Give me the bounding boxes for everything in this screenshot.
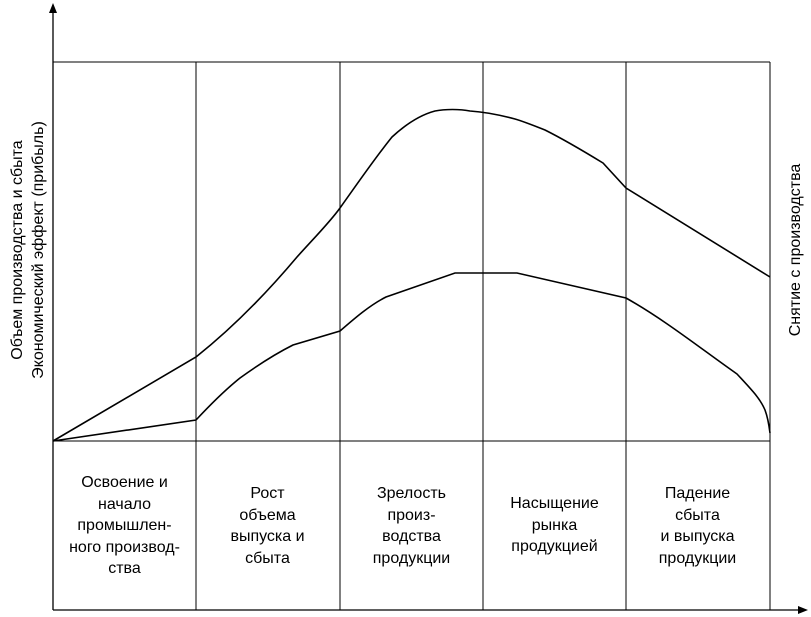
stage-label-maturity: Зрелость произ- водства продукции [372,485,451,567]
sales-volume-curve [52,108,771,442]
stage-label-decline: Падение сбыта и выпуска продукции [658,485,737,567]
y-axis-label-text: Объем производства и сбыта Экономический… [9,121,47,379]
stage-label-growth: Рост объема выпуска и сбыта [230,485,305,567]
profit-curve [52,272,771,442]
stage-label-introduction: Освоение и начало промышлен- ного произв… [69,474,180,577]
stage-label-saturation: Насыщение рынка продукцией [510,495,599,555]
withdrawal-label-text: Снятие с производства [787,163,804,337]
